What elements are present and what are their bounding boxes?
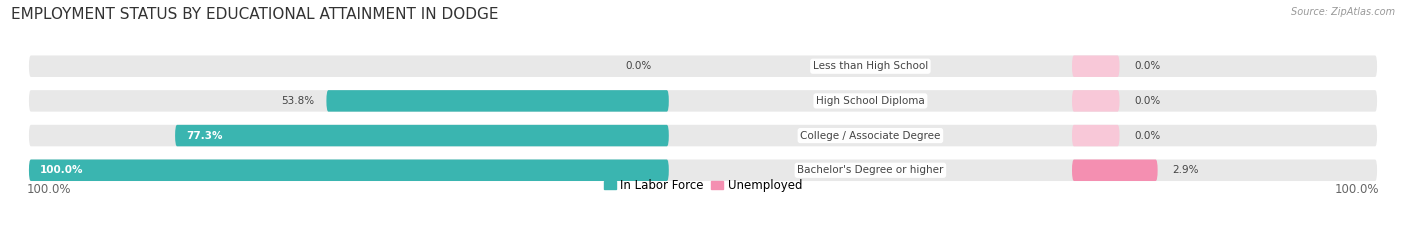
FancyBboxPatch shape <box>30 90 1376 112</box>
FancyBboxPatch shape <box>326 90 669 112</box>
FancyBboxPatch shape <box>30 160 669 181</box>
FancyBboxPatch shape <box>1071 55 1119 77</box>
Text: EMPLOYMENT STATUS BY EDUCATIONAL ATTAINMENT IN DODGE: EMPLOYMENT STATUS BY EDUCATIONAL ATTAINM… <box>11 7 499 22</box>
FancyBboxPatch shape <box>30 125 1376 146</box>
Text: 0.0%: 0.0% <box>1135 96 1160 106</box>
FancyBboxPatch shape <box>1071 160 1157 181</box>
Legend: In Labor Force, Unemployed: In Labor Force, Unemployed <box>599 175 807 197</box>
Text: 53.8%: 53.8% <box>281 96 315 106</box>
Text: High School Diploma: High School Diploma <box>815 96 925 106</box>
Text: Bachelor's Degree or higher: Bachelor's Degree or higher <box>797 165 943 175</box>
Text: 100.0%: 100.0% <box>1334 183 1379 196</box>
Text: 77.3%: 77.3% <box>186 130 222 140</box>
Text: Source: ZipAtlas.com: Source: ZipAtlas.com <box>1291 7 1395 17</box>
Text: Less than High School: Less than High School <box>813 61 928 71</box>
Text: 0.0%: 0.0% <box>626 61 651 71</box>
FancyBboxPatch shape <box>30 160 1376 181</box>
Text: College / Associate Degree: College / Associate Degree <box>800 130 941 140</box>
FancyBboxPatch shape <box>1071 125 1119 146</box>
FancyBboxPatch shape <box>176 125 669 146</box>
Text: 0.0%: 0.0% <box>1135 61 1160 71</box>
Text: 2.9%: 2.9% <box>1173 165 1199 175</box>
FancyBboxPatch shape <box>1071 90 1119 112</box>
FancyBboxPatch shape <box>30 55 1376 77</box>
Text: 0.0%: 0.0% <box>1135 130 1160 140</box>
Text: 100.0%: 100.0% <box>39 165 83 175</box>
Text: 100.0%: 100.0% <box>27 183 72 196</box>
